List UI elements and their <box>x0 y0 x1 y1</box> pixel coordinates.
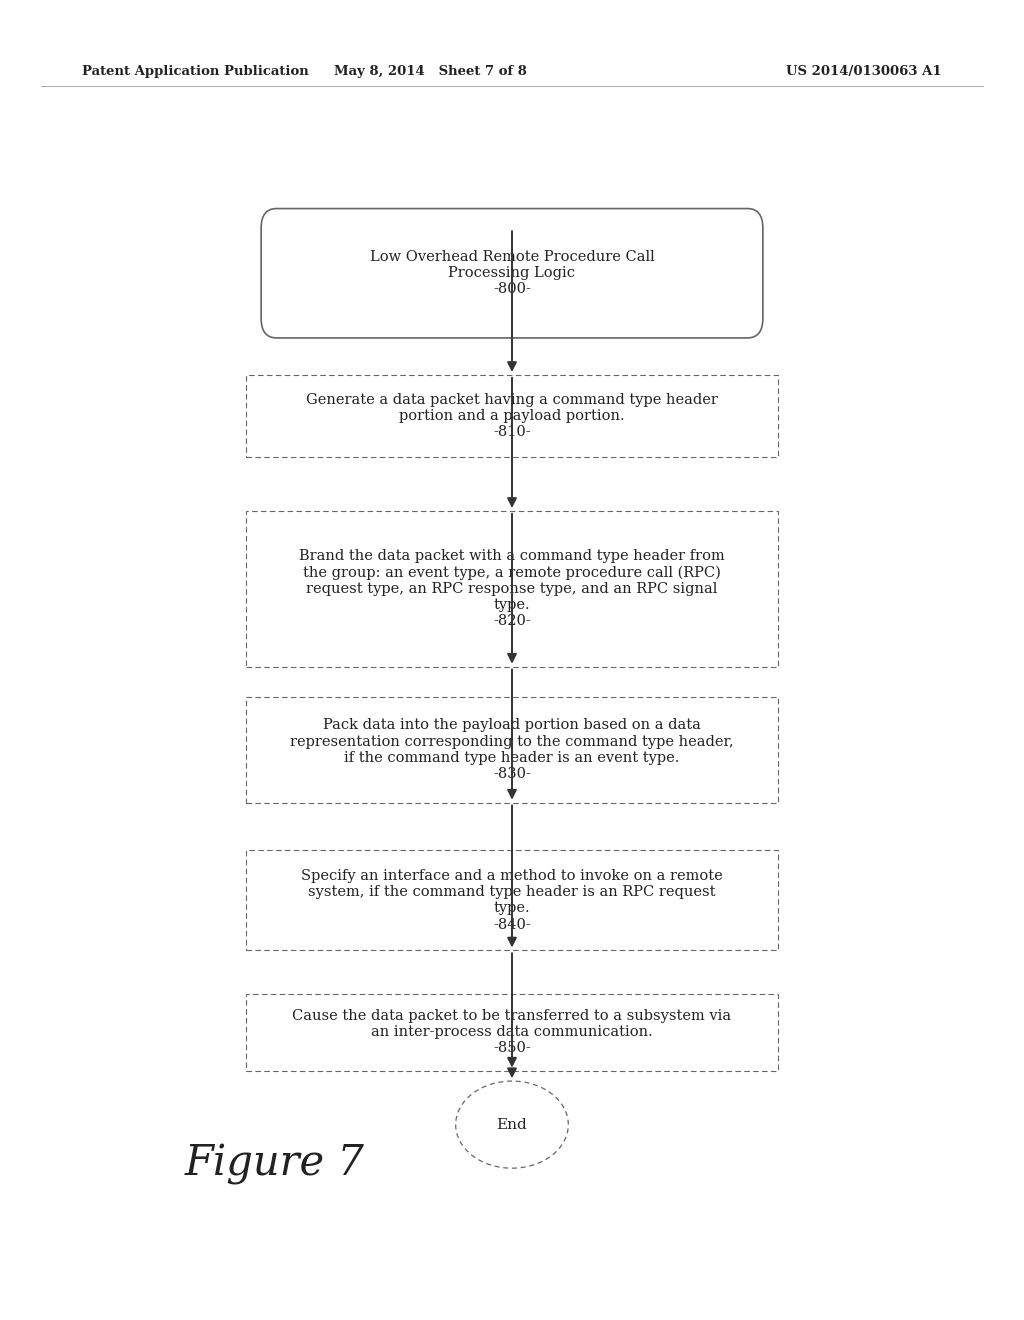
Text: Brand the data packet with a command type header from
the group: an event type, : Brand the data packet with a command typ… <box>299 549 725 628</box>
Bar <box>246 375 778 457</box>
Text: End: End <box>497 1118 527 1131</box>
Text: Cause the data packet to be transferred to a subsystem via
an inter-process data: Cause the data packet to be transferred … <box>293 1008 731 1056</box>
Text: Figure 7: Figure 7 <box>184 1143 365 1185</box>
Text: Specify an interface and a method to invoke on a remote
system, if the command t: Specify an interface and a method to inv… <box>301 869 723 932</box>
Text: Low Overhead Remote Procedure Call
Processing Logic
-800-: Low Overhead Remote Procedure Call Proce… <box>370 249 654 297</box>
Bar <box>246 511 778 667</box>
Text: Generate a data packet having a command type header
portion and a payload portio: Generate a data packet having a command … <box>306 392 718 440</box>
Text: May 8, 2014   Sheet 7 of 8: May 8, 2014 Sheet 7 of 8 <box>334 65 526 78</box>
Text: Patent Application Publication: Patent Application Publication <box>82 65 308 78</box>
Ellipse shape <box>456 1081 568 1168</box>
Bar <box>246 994 778 1071</box>
Text: US 2014/0130063 A1: US 2014/0130063 A1 <box>786 65 942 78</box>
FancyBboxPatch shape <box>261 209 763 338</box>
Bar <box>246 850 778 950</box>
Text: Pack data into the payload portion based on a data
representation corresponding : Pack data into the payload portion based… <box>290 718 734 781</box>
Bar <box>246 697 778 803</box>
